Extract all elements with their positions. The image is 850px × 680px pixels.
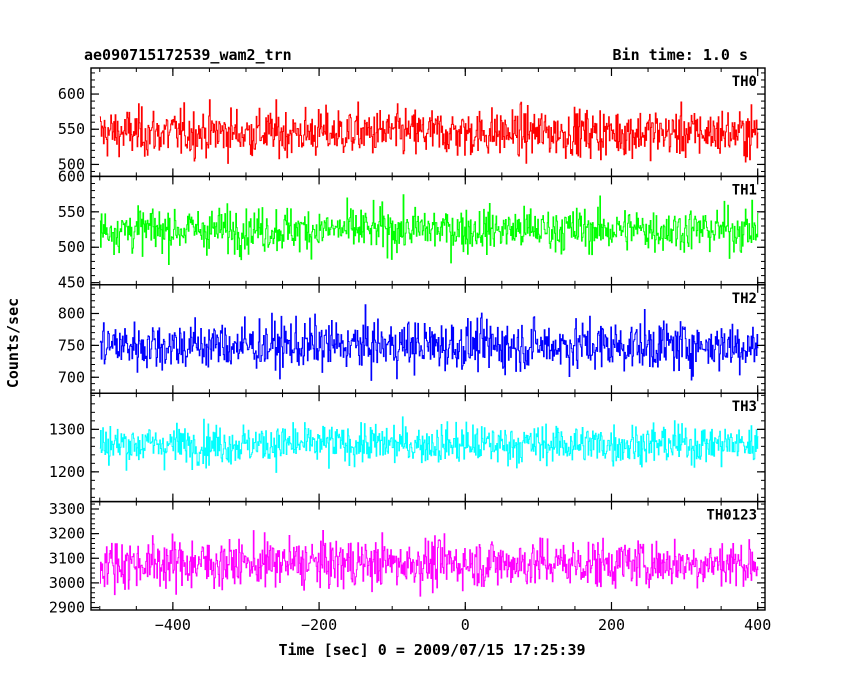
y-tick-label: 750 bbox=[58, 336, 85, 354]
series-th2 bbox=[99, 304, 759, 381]
series-th0123 bbox=[99, 530, 759, 597]
panel-label: TH3 bbox=[732, 399, 757, 415]
x-axis-label: Time [sec] 0 = 2009/07/15 17:25:39 bbox=[278, 641, 585, 659]
y-tick-label: 2900 bbox=[49, 599, 85, 617]
panel-th3: 1200 1300 TH3 bbox=[49, 392, 766, 503]
panel-frame bbox=[90, 500, 766, 611]
series-th3 bbox=[99, 416, 759, 473]
y-tick-label: 450 bbox=[58, 274, 85, 292]
series-th0 bbox=[99, 99, 759, 164]
panel-th2: 700 750 800 TH2 bbox=[58, 284, 766, 394]
y-tick-label: 700 bbox=[58, 368, 85, 386]
panel-label: TH1 bbox=[732, 182, 757, 198]
y-tick-label: 600 bbox=[58, 167, 85, 185]
panel-label: TH0 bbox=[732, 74, 757, 90]
y-tick-label: 3000 bbox=[49, 574, 85, 592]
panel-th0: 500 550 600 TH0 bbox=[58, 67, 766, 178]
bin-time-label: Bin time: 1.0 s bbox=[613, 46, 748, 64]
y-tick-label: 3100 bbox=[49, 549, 85, 567]
y-tick-label: 550 bbox=[58, 120, 85, 138]
x-axis: −400 −200 0 200 400 bbox=[155, 616, 771, 634]
y-tick-label: 600 bbox=[58, 85, 85, 103]
y-tick-label: 1200 bbox=[49, 463, 85, 481]
panel-label: TH2 bbox=[732, 291, 757, 307]
chart-title: ae090715172539_wam2_trn bbox=[84, 46, 292, 64]
y-tick-label: 500 bbox=[58, 155, 85, 173]
y-tick-label: 800 bbox=[58, 304, 85, 322]
panel-th0123: 2900 3000 3100 3200 3300 TH0123 bbox=[49, 500, 766, 617]
panel-label: TH0123 bbox=[706, 508, 757, 524]
panel-frame bbox=[90, 67, 766, 178]
x-tick-label: 400 bbox=[744, 616, 771, 634]
x-tick-label: 200 bbox=[598, 616, 625, 634]
x-tick-label: −200 bbox=[301, 616, 337, 634]
panel-th1: 450 500 550 600 TH1 bbox=[58, 167, 766, 292]
y-tick-label: 3300 bbox=[49, 500, 85, 518]
y-tick-label: 1300 bbox=[49, 420, 85, 438]
y-tick-label: 500 bbox=[58, 238, 85, 256]
panels: 500 550 600 TH0 450 500 550 600 TH1 700 750 800 TH2 1… bbox=[49, 67, 766, 617]
y-tick-label: 3200 bbox=[49, 525, 85, 543]
x-tick-label: 0 bbox=[461, 616, 470, 634]
x-tick-label: −400 bbox=[155, 616, 191, 634]
y-tick-label: 550 bbox=[58, 203, 85, 221]
y-axis-label: Counts/sec bbox=[4, 298, 22, 388]
series-th1 bbox=[99, 194, 759, 265]
